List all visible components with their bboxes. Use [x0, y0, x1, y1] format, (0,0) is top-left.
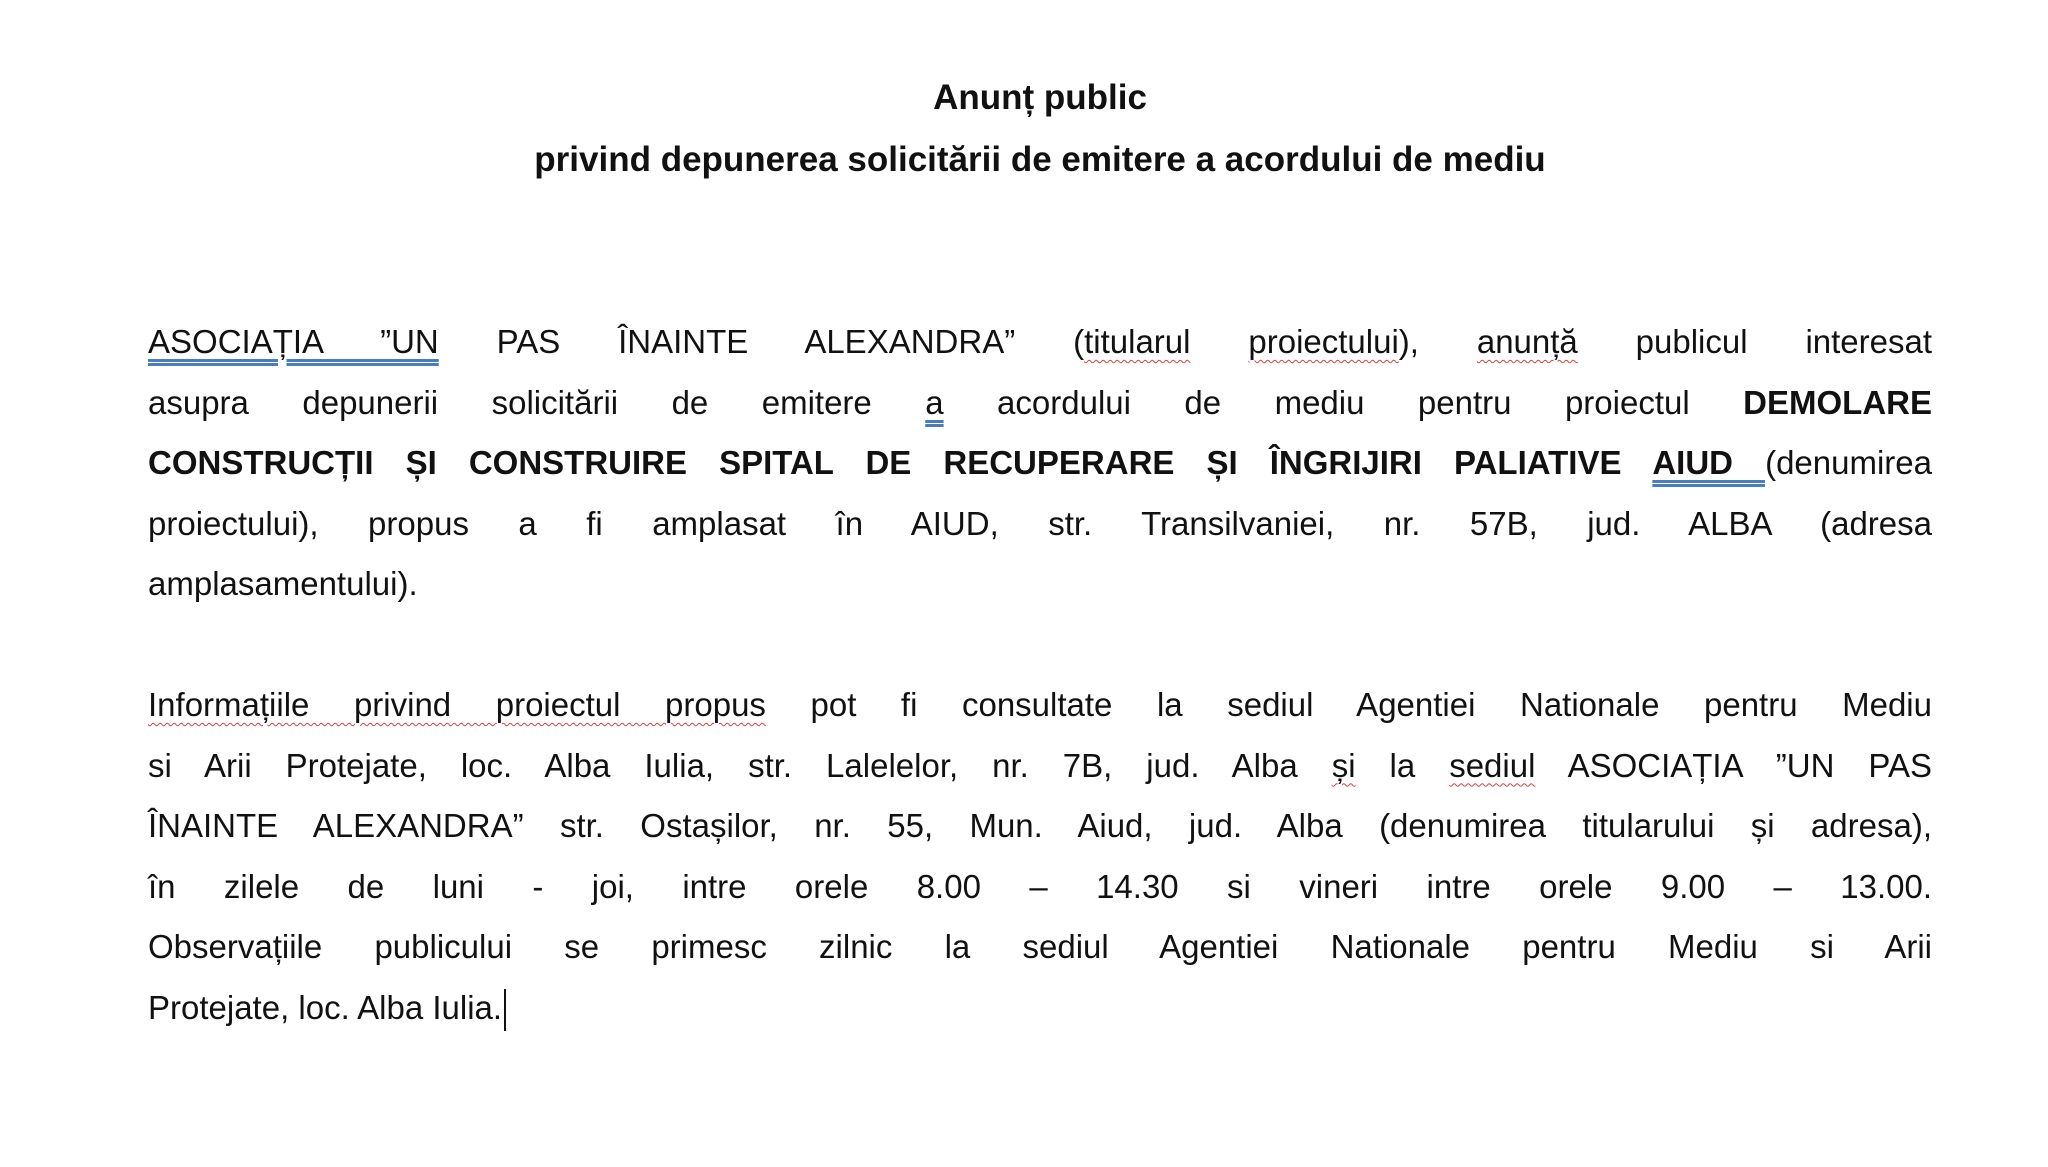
- text-segment: PAS ÎNAINTE ALEXANDRA” (: [438, 323, 1085, 360]
- text-segment: si Arii Protejate, loc. Alba Iulia, str.…: [148, 746, 1332, 784]
- text-line: proiectului), propus a fi amplasat în AI…: [148, 494, 1932, 555]
- text-line: Protejate, loc. Alba Iulia.: [148, 978, 1932, 1039]
- document-subtitle: privind depunerea solicitării de emitere…: [534, 140, 1546, 179]
- text-segment: Observațiile publicului se primesc zilni…: [148, 928, 1932, 965]
- text-line: în zilele de luni - joi, intre orele 8.0…: [148, 857, 1932, 918]
- text-segment: sediul: [1449, 746, 1536, 784]
- text-segment: în zilele de luni - joi, intre orele 8.0…: [148, 867, 1932, 905]
- text-segment: a: [925, 383, 944, 421]
- text-segment: Informațiile privind proiectul propus: [148, 686, 766, 723]
- text-segment: anunță: [1476, 323, 1578, 360]
- text-segment: proiectului: [1248, 323, 1399, 360]
- paragraph-consultation: Informațiile privind proiectul propus po…: [148, 675, 1932, 1038]
- text-line: ASOCIAȚIA ”UN PAS ÎNAINTE ALEXANDRA” (ti…: [148, 312, 1932, 373]
- text-segment: ),: [1398, 323, 1477, 360]
- text-segment: titularul: [1084, 323, 1191, 360]
- paragraph-announcement: ASOCIAȚIA ”UN PAS ÎNAINTE ALEXANDRA” (ti…: [148, 312, 1932, 615]
- text-segment: ASOCIAȚIA ”UN: [148, 323, 439, 360]
- text-line: Informațiile privind proiectul propus po…: [148, 675, 1932, 736]
- text-line: ÎNAINTE ALEXANDRA” str. Ostașilor, nr. 5…: [148, 796, 1932, 857]
- text-segment: amplasamentului).: [148, 565, 418, 602]
- text-segment: proiectului), propus a fi amplasat în AI…: [148, 504, 1932, 542]
- text-segment: DEMOLARE: [1743, 383, 1932, 421]
- text-segment: ÎNAINTE ALEXANDRA” str. Ostașilor, nr. 5…: [148, 807, 1932, 844]
- text-segment: CONSTRUCȚII ȘI CONSTRUIRE SPITAL DE RECU…: [148, 444, 1653, 481]
- text-segment: AIUD: [1652, 444, 1766, 481]
- text-segment: publicul interesat: [1577, 323, 1933, 360]
- text-line: CONSTRUCȚII ȘI CONSTRUIRE SPITAL DE RECU…: [148, 433, 1932, 494]
- text-line: asupra depunerii solicitării de emitere …: [148, 373, 1932, 434]
- text-cursor: [504, 988, 507, 1031]
- text-segment: [1190, 323, 1248, 360]
- text-line: amplasamentului).: [148, 554, 1932, 615]
- text-line: si Arii Protejate, loc. Alba Iulia, str.…: [148, 736, 1932, 797]
- text-segment: pot fi consultate la sediul Agentiei Nat…: [765, 686, 1932, 723]
- text-segment: Protejate, loc. Alba Iulia.: [148, 988, 503, 1026]
- document-title: Anunț public: [933, 78, 1147, 117]
- text-segment: și: [1331, 746, 1356, 784]
- text-segment: la: [1355, 746, 1450, 784]
- text-segment: acordului de mediu pentru proiectul: [943, 383, 1744, 421]
- text-line: Observațiile publicului se primesc zilni…: [148, 917, 1932, 978]
- text-segment: (denumirea: [1765, 444, 1932, 481]
- text-segment: asupra depunerii solicitării de emitere: [148, 383, 926, 421]
- text-segment: ASOCIAȚIA ”UN PAS: [1535, 746, 1932, 784]
